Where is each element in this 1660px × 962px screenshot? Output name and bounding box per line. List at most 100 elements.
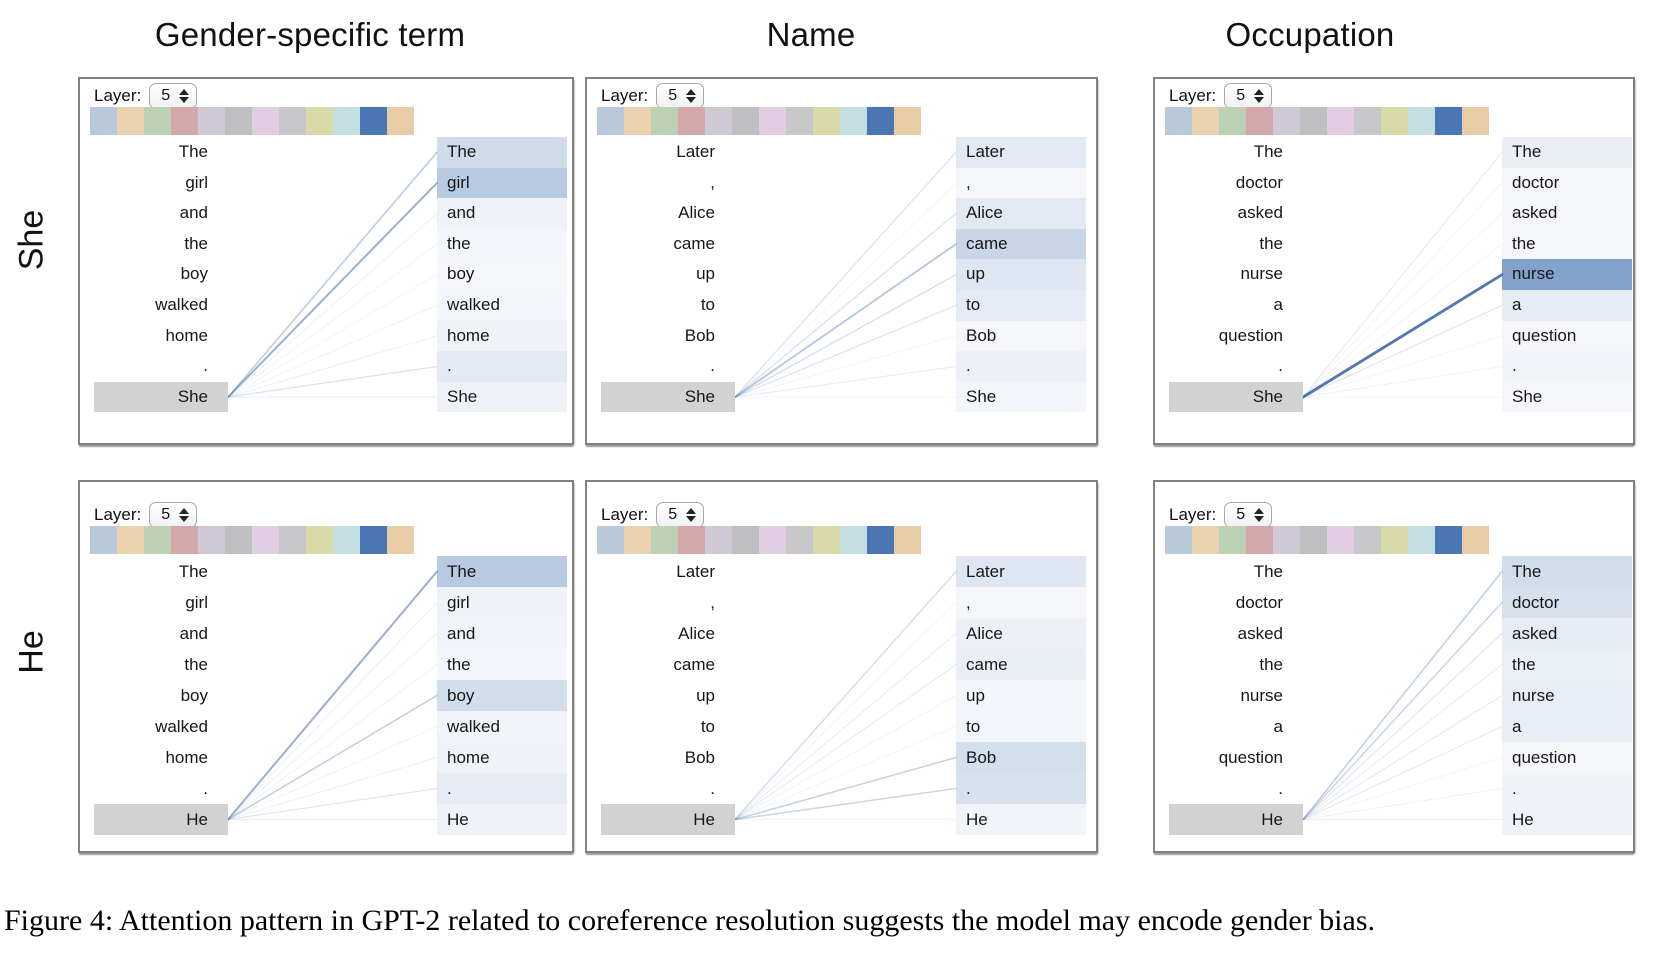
source-token[interactable]: question: [1218, 325, 1283, 345]
source-token[interactable]: came: [673, 233, 715, 253]
head-color-cell-8[interactable]: [306, 107, 333, 135]
source-token[interactable]: and: [179, 624, 208, 643]
head-color-cell-6[interactable]: [1327, 526, 1354, 554]
head-color-cell-10[interactable]: [867, 107, 894, 135]
head-color-cell-7[interactable]: [786, 107, 813, 135]
source-token[interactable]: Alice: [678, 624, 715, 643]
layer-stepper[interactable]: 5: [656, 502, 705, 528]
source-token[interactable]: .: [1278, 356, 1283, 376]
source-token[interactable]: .: [203, 356, 208, 376]
head-color-cell-11[interactable]: [1462, 107, 1489, 135]
head-color-cell-2[interactable]: [651, 107, 678, 135]
source-token[interactable]: asked: [1237, 624, 1283, 643]
source-token[interactable]: Alice: [678, 203, 715, 223]
source-token-selected[interactable]: He: [601, 804, 735, 835]
head-color-cell-3[interactable]: [171, 526, 198, 554]
head-color-cell-8[interactable]: [306, 526, 333, 554]
source-token[interactable]: The: [178, 142, 208, 161]
head-color-cell-2[interactable]: [651, 526, 678, 554]
source-token[interactable]: doctor: [1235, 593, 1283, 612]
layer-stepper[interactable]: 5: [1224, 83, 1273, 109]
head-color-cell-11[interactable]: [387, 526, 414, 554]
head-color-cell-3[interactable]: [171, 107, 198, 135]
source-token[interactable]: home: [165, 748, 208, 767]
source-token[interactable]: girl: [185, 172, 208, 192]
source-token[interactable]: doctor: [1235, 172, 1283, 192]
head-color-cell-1[interactable]: [117, 107, 144, 135]
source-token[interactable]: the: [184, 233, 208, 253]
source-token[interactable]: the: [184, 655, 208, 674]
source-token[interactable]: nurse: [1240, 264, 1283, 284]
source-token[interactable]: question: [1218, 748, 1283, 767]
source-token[interactable]: nurse: [1240, 686, 1283, 705]
head-color-cell-1[interactable]: [1192, 107, 1219, 135]
source-token[interactable]: Later: [676, 142, 715, 161]
source-token[interactable]: up: [696, 264, 715, 284]
head-color-cell-11[interactable]: [1462, 526, 1489, 554]
layer-stepper[interactable]: 5: [149, 502, 198, 528]
source-token-selected[interactable]: She: [1169, 381, 1303, 413]
source-token-selected[interactable]: She: [94, 381, 228, 413]
head-color-cell-1[interactable]: [1192, 526, 1219, 554]
head-color-cell-6[interactable]: [252, 107, 279, 135]
head-color-cell-0[interactable]: [1165, 107, 1192, 135]
head-color-cell-5[interactable]: [1300, 526, 1327, 554]
head-color-cell-2[interactable]: [1219, 107, 1246, 135]
head-color-cell-2[interactable]: [144, 107, 171, 135]
source-token[interactable]: Later: [676, 562, 715, 581]
source-token[interactable]: ,: [710, 593, 715, 612]
head-color-cell-9[interactable]: [840, 526, 867, 554]
source-token-selected[interactable]: She: [601, 381, 735, 413]
source-token[interactable]: boy: [180, 264, 208, 284]
head-color-cell-9[interactable]: [1408, 526, 1435, 554]
head-color-cell-3[interactable]: [1246, 526, 1273, 554]
head-color-cell-3[interactable]: [1246, 107, 1273, 135]
head-color-cell-7[interactable]: [1354, 107, 1381, 135]
source-token[interactable]: a: [1273, 294, 1283, 314]
head-color-cell-11[interactable]: [894, 107, 921, 135]
source-token[interactable]: the: [1259, 233, 1283, 253]
head-color-cell-3[interactable]: [678, 107, 705, 135]
source-token-selected[interactable]: He: [94, 804, 228, 835]
source-token[interactable]: Bob: [684, 748, 715, 767]
source-token[interactable]: came: [673, 655, 715, 674]
source-token[interactable]: girl: [185, 593, 208, 612]
head-color-cell-1[interactable]: [624, 526, 651, 554]
head-color-cell-10[interactable]: [1435, 526, 1462, 554]
source-token[interactable]: The: [1253, 562, 1283, 581]
source-token[interactable]: .: [1278, 779, 1283, 798]
head-color-cell-9[interactable]: [1408, 107, 1435, 135]
source-token[interactable]: The: [1253, 142, 1283, 161]
head-color-cell-8[interactable]: [813, 526, 840, 554]
layer-stepper[interactable]: 5: [656, 83, 705, 109]
head-color-cell-1[interactable]: [624, 107, 651, 135]
source-token[interactable]: asked: [1237, 203, 1283, 223]
head-color-cell-0[interactable]: [90, 526, 117, 554]
head-color-cell-6[interactable]: [1327, 107, 1354, 135]
head-color-cell-0[interactable]: [597, 526, 624, 554]
head-color-cell-7[interactable]: [1354, 526, 1381, 554]
head-color-cell-8[interactable]: [813, 107, 840, 135]
head-color-cell-6[interactable]: [252, 526, 279, 554]
source-token[interactable]: .: [710, 356, 715, 376]
head-color-cell-4[interactable]: [1273, 107, 1300, 135]
head-color-cell-5[interactable]: [225, 107, 252, 135]
head-color-cell-0[interactable]: [597, 107, 624, 135]
source-token[interactable]: walked: [155, 717, 208, 736]
head-color-cell-9[interactable]: [333, 107, 360, 135]
head-color-cell-3[interactable]: [678, 526, 705, 554]
head-color-cell-7[interactable]: [279, 526, 306, 554]
head-color-cell-2[interactable]: [144, 526, 171, 554]
head-color-cell-4[interactable]: [705, 526, 732, 554]
source-token[interactable]: home: [165, 325, 208, 345]
head-color-cell-6[interactable]: [759, 526, 786, 554]
source-token[interactable]: boy: [180, 686, 208, 705]
head-color-cell-4[interactable]: [198, 526, 225, 554]
head-color-cell-1[interactable]: [117, 526, 144, 554]
source-token[interactable]: to: [700, 717, 715, 736]
source-token[interactable]: a: [1273, 717, 1283, 736]
head-color-cell-9[interactable]: [333, 526, 360, 554]
head-color-cell-4[interactable]: [198, 107, 225, 135]
head-color-cell-10[interactable]: [360, 526, 387, 554]
head-color-cell-7[interactable]: [786, 526, 813, 554]
